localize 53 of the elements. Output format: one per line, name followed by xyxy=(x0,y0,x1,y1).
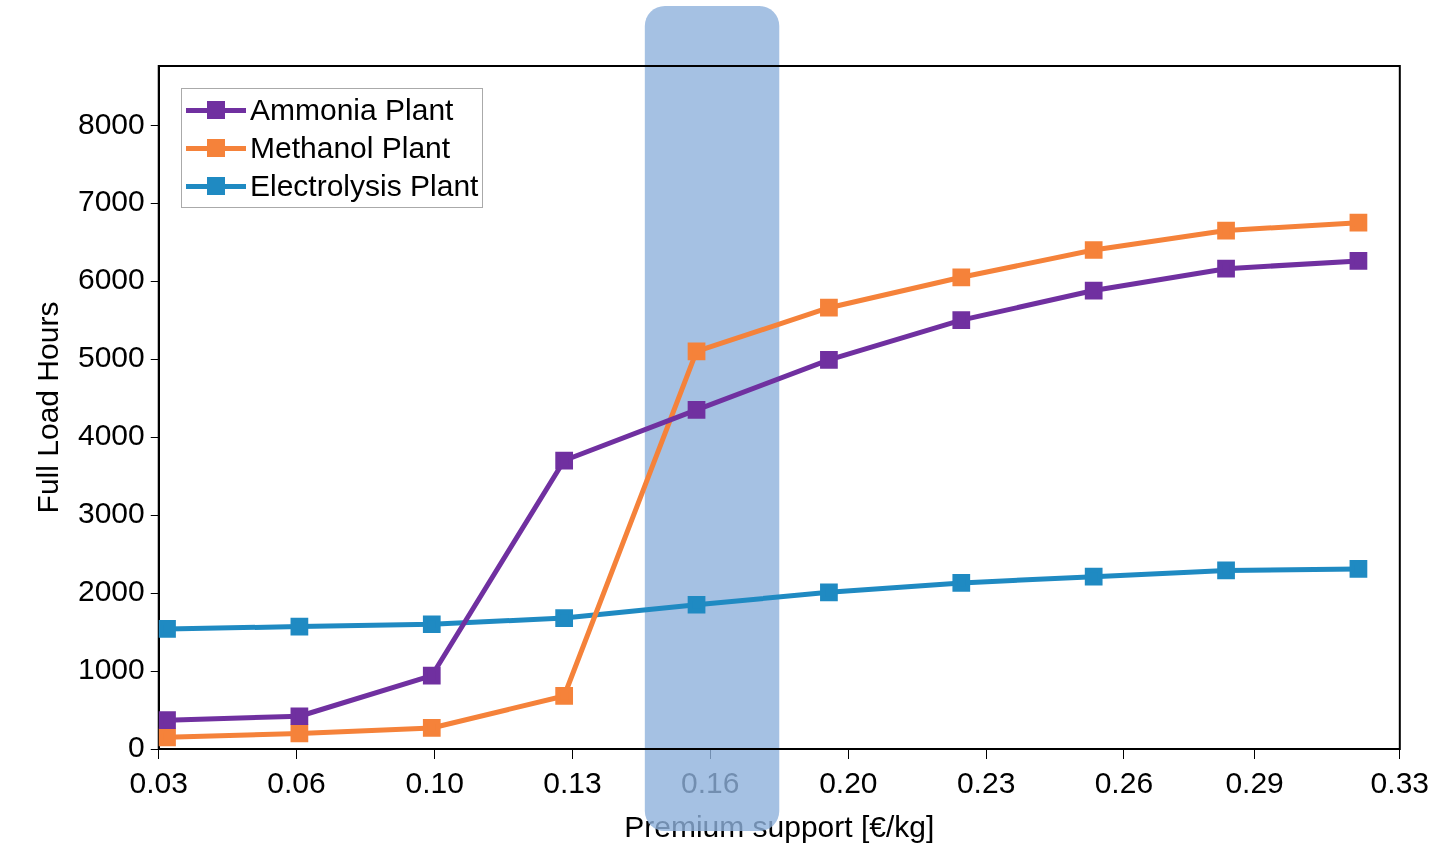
point xyxy=(1084,567,1103,586)
x-tick-label: 0.29 xyxy=(1225,766,1284,800)
y-tick-label: 3000 xyxy=(77,496,145,530)
y-tick-label: 8000 xyxy=(77,106,145,140)
point xyxy=(1217,561,1235,580)
point xyxy=(290,707,309,726)
legend-label: Electrolysis Plant xyxy=(250,168,479,204)
y-tick-label: 5000 xyxy=(77,340,145,374)
point xyxy=(158,711,176,730)
legend-label: Ammonia Plant xyxy=(250,92,454,128)
y-tick-label: 0 xyxy=(128,730,145,764)
x-tick-label: 0.33 xyxy=(1370,766,1429,800)
y-tick-label: 6000 xyxy=(77,262,145,296)
point xyxy=(555,451,574,470)
point xyxy=(1349,252,1368,270)
point xyxy=(1084,281,1103,300)
y-axis-title: Full Load Hours xyxy=(31,301,65,514)
point xyxy=(158,620,176,638)
x-tick-label: 0.26 xyxy=(1094,766,1154,800)
point xyxy=(1217,221,1235,240)
y-tick-label: 4000 xyxy=(77,418,145,452)
point xyxy=(687,595,706,614)
legend-label: Methanol Plant xyxy=(250,130,451,166)
point xyxy=(820,583,838,602)
x-tick-label: 0.06 xyxy=(267,766,326,800)
x-tick-label: 0.23 xyxy=(956,766,1016,800)
point xyxy=(422,615,441,634)
point xyxy=(422,719,441,737)
point xyxy=(158,728,176,747)
point xyxy=(687,400,706,419)
point xyxy=(952,574,971,592)
point xyxy=(1349,560,1368,578)
point xyxy=(1349,213,1368,232)
x-tick-label: 0.20 xyxy=(819,766,878,800)
y-tick-label: 1000 xyxy=(77,652,145,686)
point xyxy=(1084,241,1103,259)
point xyxy=(952,311,971,330)
x-tick-label: 0.10 xyxy=(405,766,464,800)
point xyxy=(290,617,309,636)
x-tick-label: 0.03 xyxy=(129,766,188,800)
point xyxy=(820,298,838,317)
point xyxy=(1217,259,1235,278)
point xyxy=(952,268,971,287)
x-tick-label: 0.13 xyxy=(543,766,602,800)
point xyxy=(422,666,441,685)
x-axis-title: Premium support [€/kg] xyxy=(624,810,935,844)
point xyxy=(687,342,706,361)
point xyxy=(290,724,309,743)
y-tick-label: 2000 xyxy=(77,574,145,608)
point xyxy=(555,609,574,627)
y-tick-label: 7000 xyxy=(77,184,145,218)
point xyxy=(555,687,574,705)
point xyxy=(820,351,838,369)
